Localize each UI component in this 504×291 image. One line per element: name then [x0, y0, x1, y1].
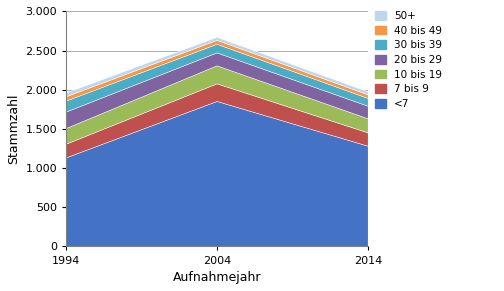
Polygon shape — [67, 84, 368, 158]
Polygon shape — [67, 37, 368, 97]
X-axis label: Aufnahmejahr: Aufnahmejahr — [173, 271, 262, 284]
Polygon shape — [67, 53, 368, 129]
Legend: 50+, 40 bis 49, 30 bis 39, 20 bis 29, 10 bis 19, 7 bis 9, <7: 50+, 40 bis 49, 30 bis 39, 20 bis 29, 10… — [371, 7, 446, 113]
Polygon shape — [67, 102, 368, 246]
Polygon shape — [67, 44, 368, 112]
Polygon shape — [67, 40, 368, 101]
Polygon shape — [67, 66, 368, 144]
Y-axis label: Stammzahl: Stammzahl — [7, 94, 20, 164]
